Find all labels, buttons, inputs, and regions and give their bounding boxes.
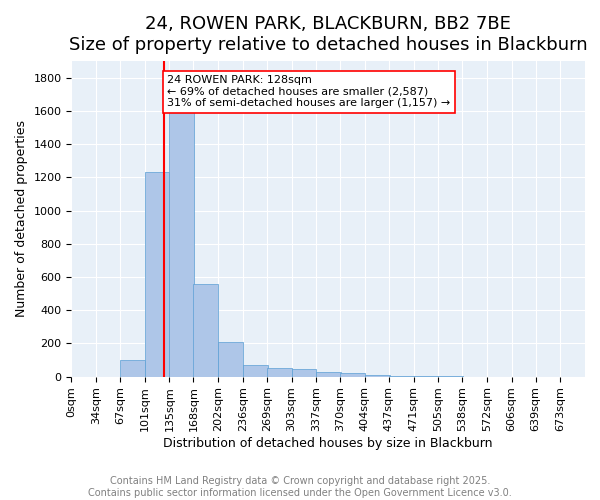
Title: 24, ROWEN PARK, BLACKBURN, BB2 7BE
Size of property relative to detached houses : 24, ROWEN PARK, BLACKBURN, BB2 7BE Size … <box>69 15 587 54</box>
Text: Contains HM Land Registry data © Crown copyright and database right 2025.
Contai: Contains HM Land Registry data © Crown c… <box>88 476 512 498</box>
Bar <box>193 284 218 376</box>
Bar <box>243 365 268 376</box>
Bar <box>218 342 243 376</box>
Bar <box>365 375 389 376</box>
Bar <box>169 108 194 376</box>
X-axis label: Distribution of detached houses by size in Blackburn: Distribution of detached houses by size … <box>163 437 493 450</box>
Text: 24 ROWEN PARK: 128sqm
← 69% of detached houses are smaller (2,587)
31% of semi-d: 24 ROWEN PARK: 128sqm ← 69% of detached … <box>167 75 451 108</box>
Bar <box>340 372 365 376</box>
Bar <box>267 368 292 376</box>
Bar <box>292 369 316 376</box>
Y-axis label: Number of detached properties: Number of detached properties <box>15 120 28 318</box>
Bar <box>145 172 169 376</box>
Bar <box>120 360 145 376</box>
Bar <box>316 372 341 376</box>
